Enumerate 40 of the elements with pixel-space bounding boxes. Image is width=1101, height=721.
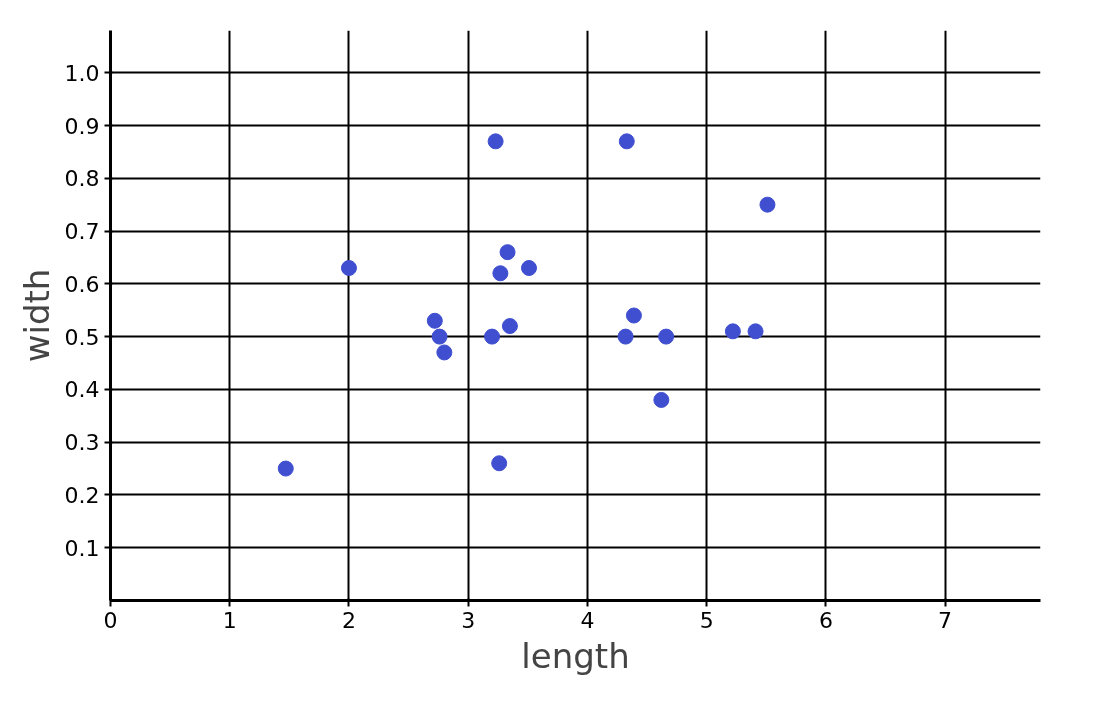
point [759, 196, 776, 213]
point [747, 323, 764, 340]
y-tick-label: 0.8 [64, 166, 100, 192]
point [484, 328, 501, 345]
y-tick-label: 0.9 [64, 113, 100, 139]
point [487, 133, 504, 150]
y-tick-label: 0.1 [64, 535, 100, 561]
x-tick-label: 7 [938, 607, 953, 633]
x-tick-label: 4 [580, 607, 595, 633]
point [653, 391, 670, 408]
point [492, 265, 509, 282]
point [340, 260, 357, 276]
point [658, 328, 675, 345]
point [521, 260, 537, 276]
y-tick-label: 0.6 [64, 271, 100, 297]
y-tick-label: 1.0 [64, 60, 100, 86]
point [499, 244, 516, 261]
y-tick-label: 0.4 [64, 377, 100, 403]
x-axis-title: length [521, 635, 630, 676]
x-tick-label: 6 [818, 607, 833, 633]
x-tick-label: 2 [341, 607, 356, 633]
y-tick-label: 0.7 [64, 219, 100, 245]
point [724, 323, 741, 340]
y-axis-title: width [16, 268, 57, 363]
point [618, 133, 635, 150]
y-tick-label: 0.2 [64, 482, 100, 508]
y-tick-label: 0.5 [64, 324, 100, 350]
x-tick-label: 1 [222, 607, 237, 633]
x-tick-label: 3 [461, 607, 476, 633]
y-tick-label: 0.3 [64, 430, 100, 456]
point [491, 455, 508, 472]
point [431, 328, 448, 345]
point [277, 460, 294, 477]
point [436, 344, 453, 361]
x-tick-label: 0 [103, 607, 118, 633]
point [617, 328, 634, 345]
point [625, 307, 642, 324]
x-tick-label: 5 [699, 607, 714, 633]
point [501, 318, 518, 335]
point [426, 312, 443, 329]
